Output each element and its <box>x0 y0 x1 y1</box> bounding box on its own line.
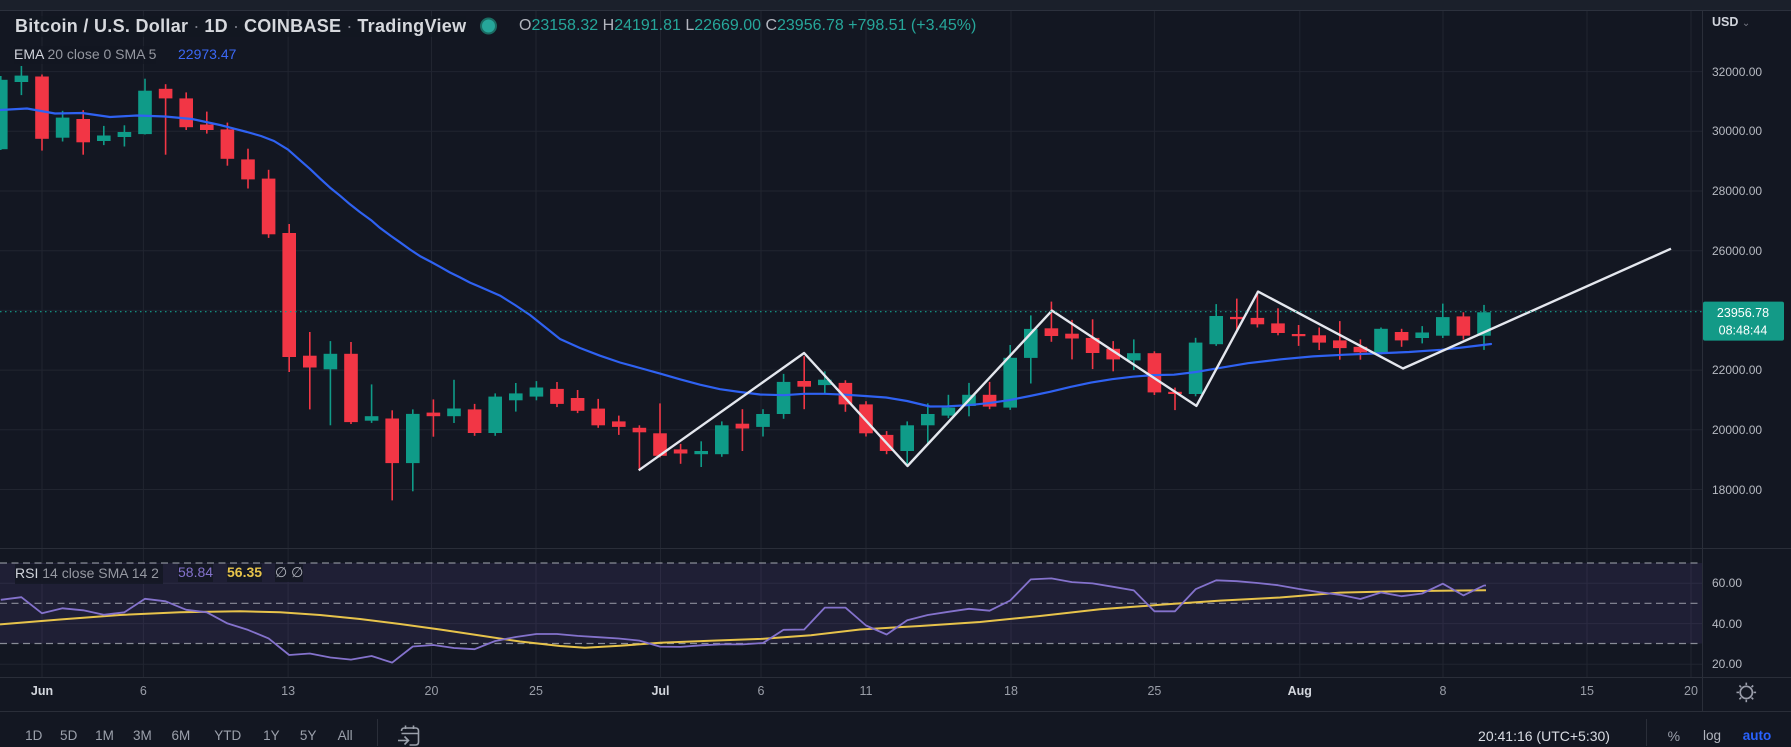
svg-text:08:48:44: 08:48:44 <box>1719 324 1768 338</box>
svg-text:23956.78: 23956.78 <box>1717 306 1769 320</box>
